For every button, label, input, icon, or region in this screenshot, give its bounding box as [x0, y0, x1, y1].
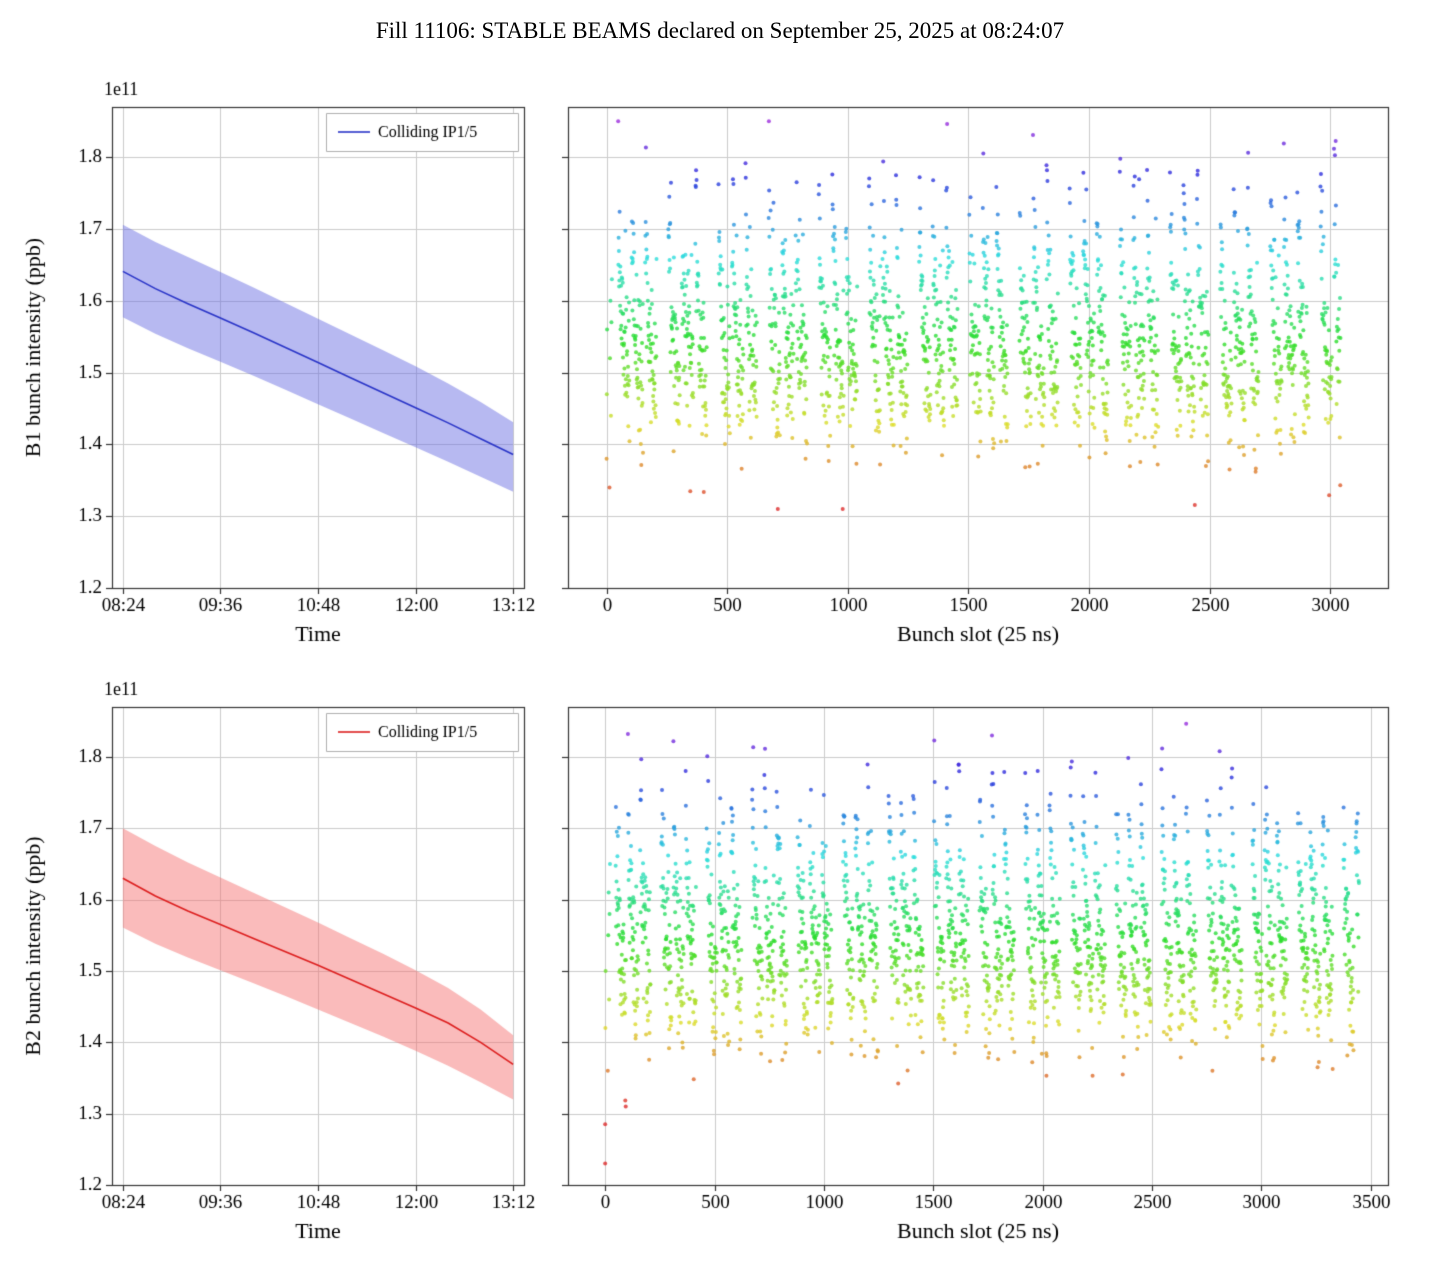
plot-b2-intensity-vs-time — [0, 660, 560, 1280]
plot-b2-intensity-vs-bunch-slot — [560, 660, 1440, 1280]
plot-b1-intensity-vs-bunch-slot — [560, 60, 1440, 680]
plot-b1-intensity-vs-time — [0, 60, 560, 680]
figure-title: Fill 11106: STABLE BEAMS declared on Sep… — [375, 18, 1065, 43]
